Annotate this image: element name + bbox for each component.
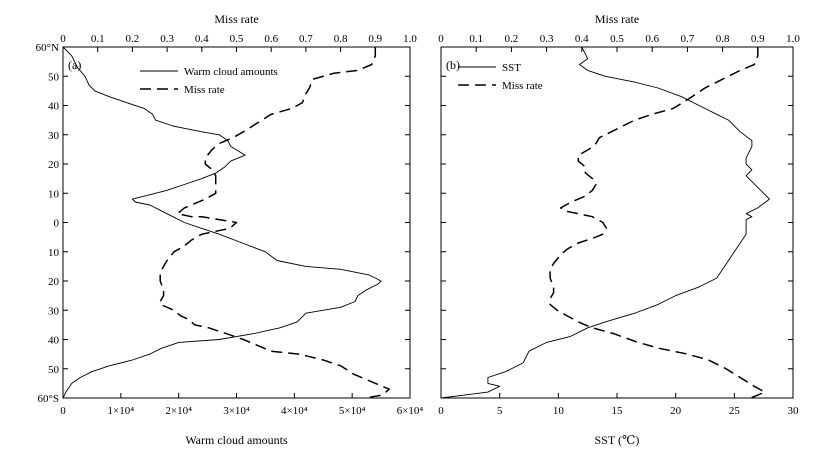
y-tick-label: 50 <box>48 71 60 83</box>
y-tick-label: 10 <box>48 188 60 200</box>
y-tick-label: 60°S <box>37 393 59 405</box>
panel-label: (b) <box>446 58 460 72</box>
x-bottom-tick-label: 5 <box>497 405 503 417</box>
x-top-tick-label: 1.0 <box>403 33 417 45</box>
x-top-tick-label: 0.2 <box>126 33 140 45</box>
series-line <box>440 46 770 399</box>
x-top-tick-label: 0.7 <box>299 33 313 45</box>
x-top-tick-label: 0.1 <box>91 33 105 45</box>
y-tick-label: 0 <box>54 218 60 230</box>
x-top-tick-label: 0 <box>60 33 66 45</box>
x-top-tick-label: 0.7 <box>681 33 695 45</box>
x-bottom-tick-label: 6×10⁴ <box>397 405 424 417</box>
miss-rate-line <box>549 47 766 399</box>
x-bottom-tick-label: 0 <box>438 405 444 417</box>
x-top-tick-label: 0.4 <box>575 33 589 45</box>
y-tick-label: 40 <box>48 335 60 347</box>
y-tick-label: 20 <box>48 276 60 288</box>
x-top-tick-label: 0.9 <box>751 33 765 45</box>
x-top-axis-title: Miss rate <box>214 12 258 26</box>
x-bottom-tick-label: 2×10⁴ <box>165 405 192 417</box>
x-bottom-tick-label: 4×10⁴ <box>281 405 308 417</box>
x-top-tick-label: 0.5 <box>230 33 244 45</box>
y-tick-label: 60°N <box>36 42 59 54</box>
x-top-tick-label: 0.6 <box>264 33 278 45</box>
y-tick-label: 30 <box>48 130 60 142</box>
legend-label: Miss rate <box>184 84 225 96</box>
x-top-tick-label: 0.3 <box>540 33 554 45</box>
x-top-tick-label: 0.4 <box>195 33 209 45</box>
x-top-tick-label: 0.3 <box>160 33 174 45</box>
x-bottom-tick-label: 1×10⁴ <box>108 405 135 417</box>
x-top-tick-label: 0 <box>438 33 444 45</box>
x-top-tick-label: 0.2 <box>505 33 519 45</box>
x-bottom-tick-label: 25 <box>729 405 741 417</box>
y-tick-label: 10 <box>48 247 60 259</box>
x-bottom-tick-label: 0 <box>60 405 66 417</box>
plot-frame <box>440 46 794 399</box>
miss-rate-line <box>159 47 390 399</box>
x-top-tick-label: 0.5 <box>610 33 624 45</box>
y-tick-label: 30 <box>48 305 60 317</box>
y-tick-label: 20 <box>48 159 60 171</box>
panel-a: 0 1×10⁴ 2×10⁴ 3×10⁴ 4×10⁴ 5×10⁴ 6×10⁴ 0 0.1 0.2 0.… <box>36 12 424 447</box>
x-bottom-tick-label: 15 <box>612 405 624 417</box>
panel-b: 0 5 10 15 20 25 30 0 0.1 0.2 0.3 0.4 0.5 0.6 0.7 0.8 0.9… <box>438 12 800 447</box>
x-bottom-tick-label: 30 <box>788 405 800 417</box>
x-top-axis-title: Miss rate <box>595 12 639 26</box>
x-bottom-tick-label: 3×10⁴ <box>223 405 250 417</box>
x-top-tick-label: 0.8 <box>334 33 348 45</box>
x-bottom-axis-title: Warm cloud amounts <box>185 433 288 447</box>
x-top-tick-label: 0.6 <box>645 33 659 45</box>
x-bottom-tick-label: 5×10⁴ <box>339 405 366 417</box>
y-tick-label: 50 <box>48 364 60 376</box>
x-bottom-tick-label: 10 <box>553 405 565 417</box>
legend-label: Miss rate <box>502 80 543 92</box>
y-tick-label: 40 <box>48 101 60 113</box>
x-top-tick-label: 0.9 <box>368 33 382 45</box>
series-line <box>62 46 382 399</box>
legend-label: Warm cloud amounts <box>184 66 278 78</box>
x-bottom-axis-title: SST (℃) <box>595 433 640 447</box>
legend-label: SST <box>502 62 521 74</box>
x-top-tick-label: 0.1 <box>469 33 483 45</box>
x-top-tick-label: 0.8 <box>716 33 730 45</box>
x-top-tick-label: 1.0 <box>786 33 800 45</box>
x-bottom-tick-label: 20 <box>670 405 682 417</box>
